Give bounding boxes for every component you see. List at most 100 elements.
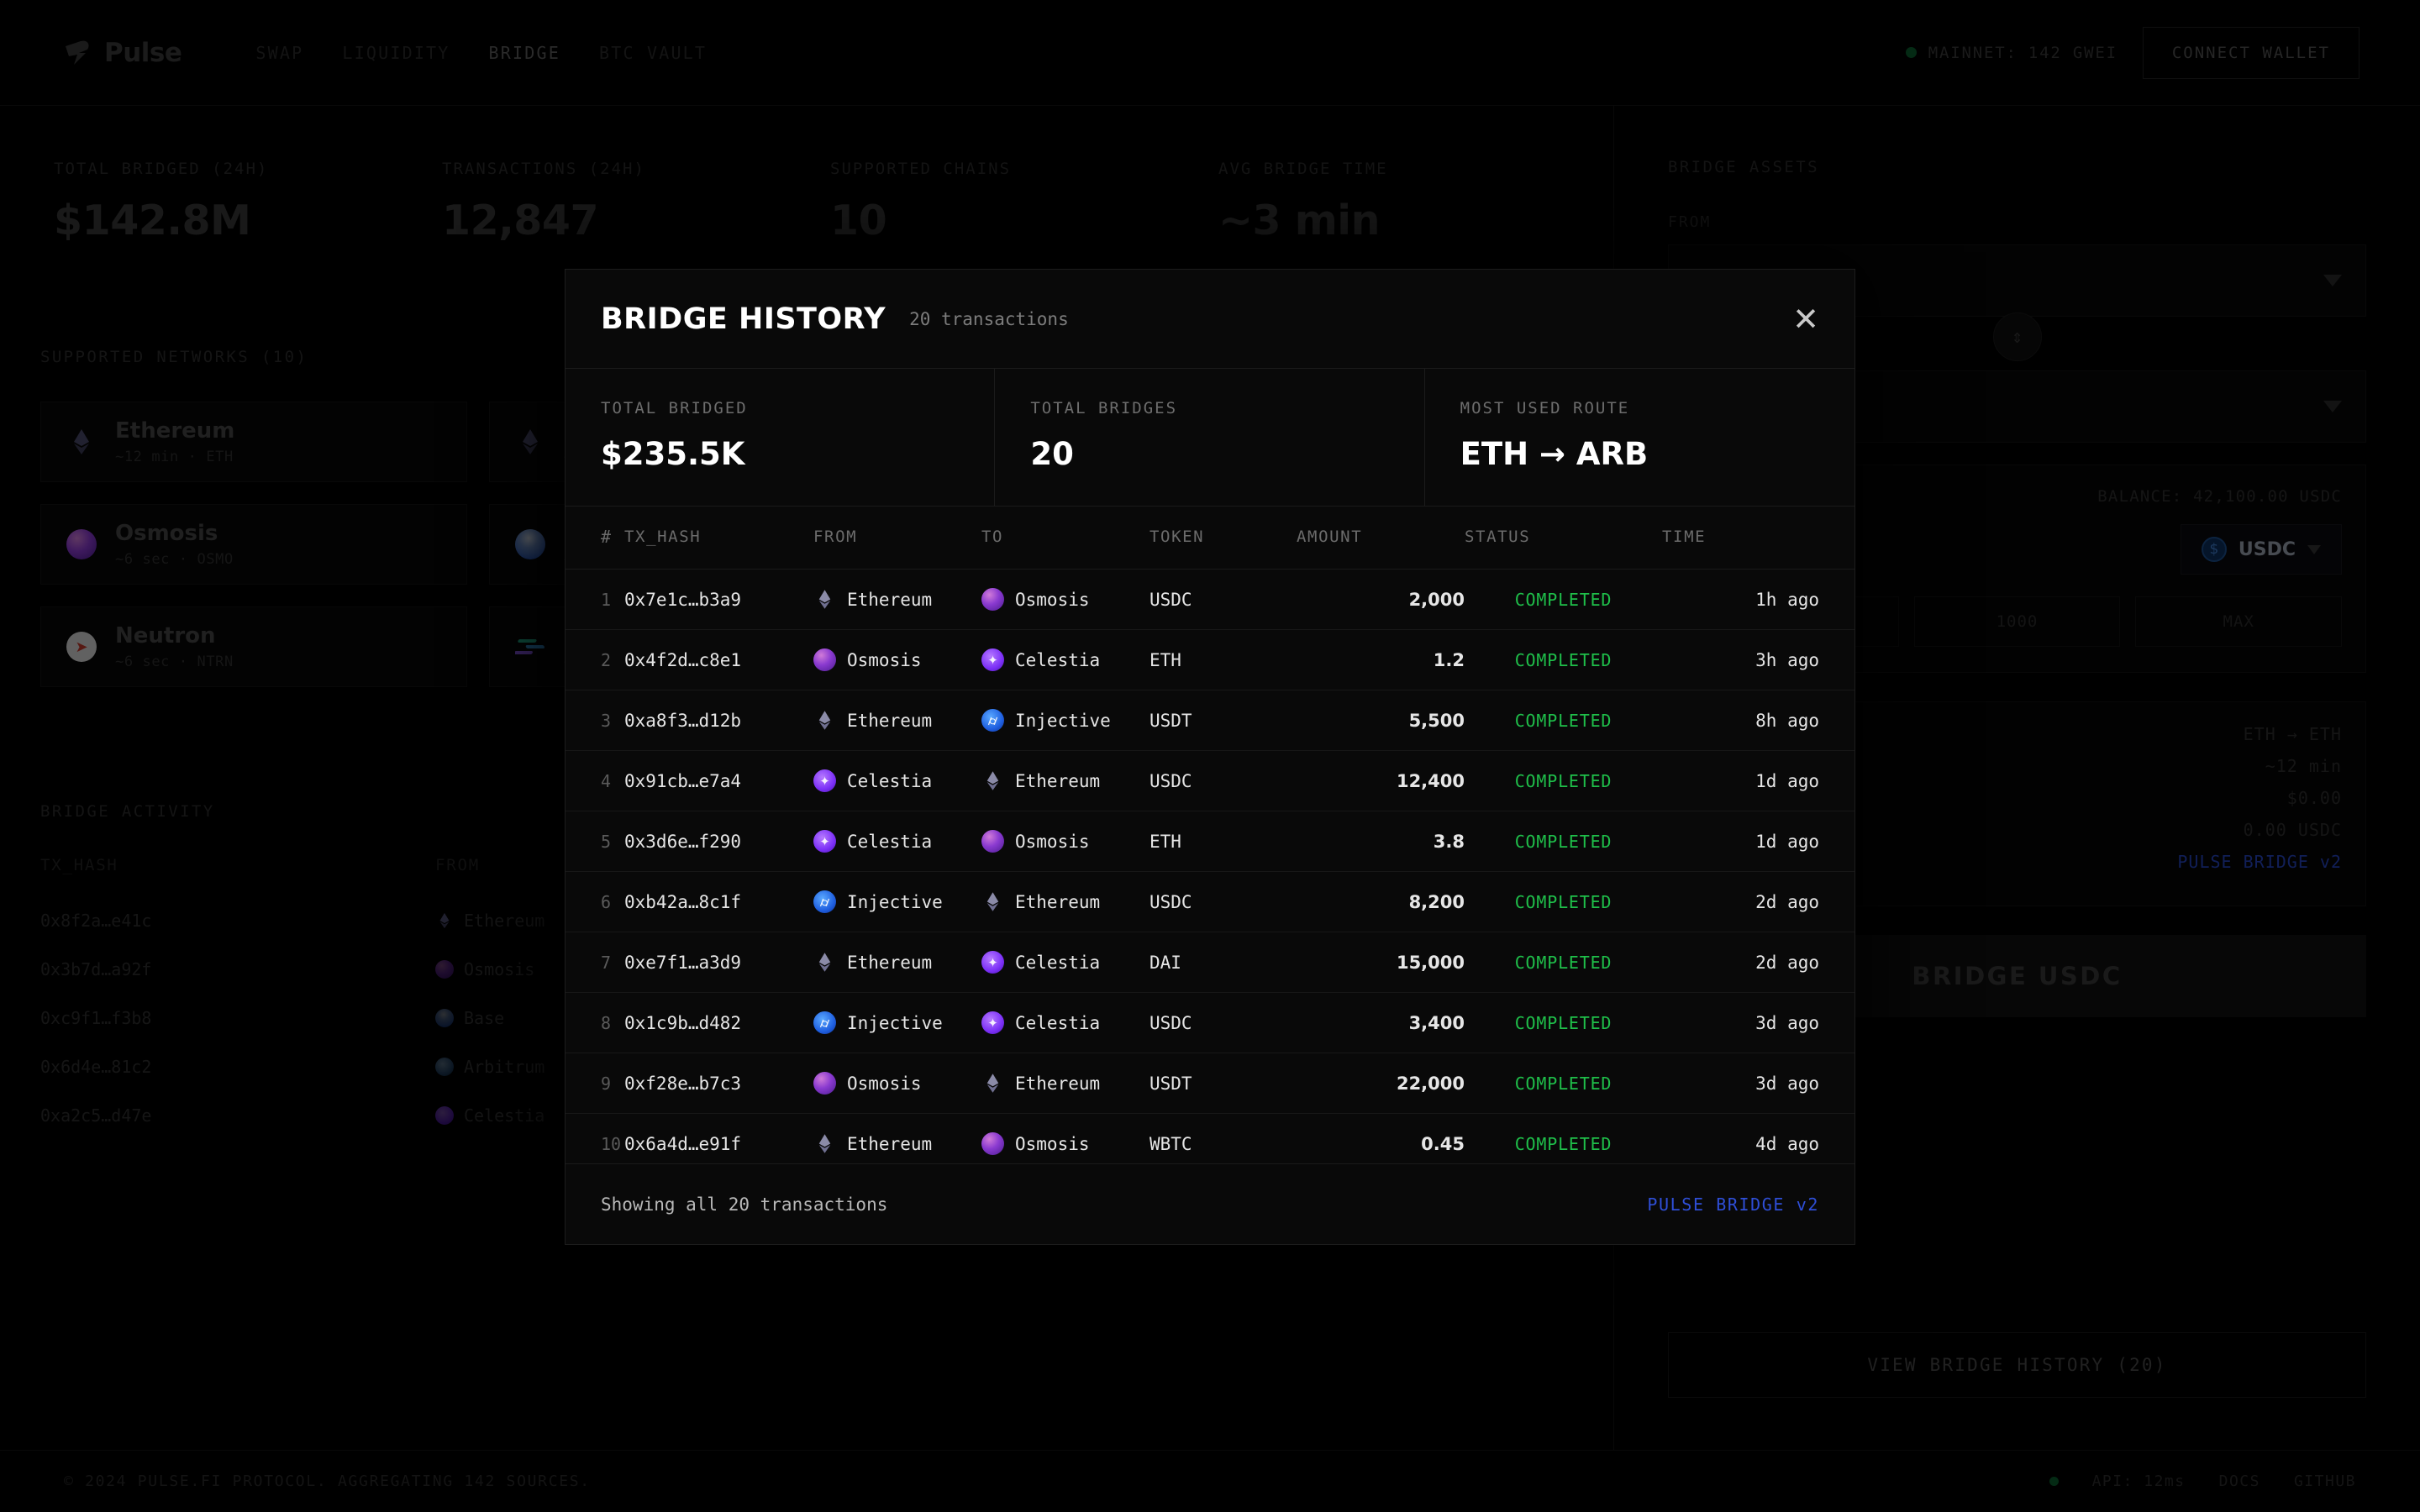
bridge-history-table: # TX_HASH FROM TO TOKEN AMOUNT STATUS TI… [566, 507, 1854, 1163]
ethereum-icon [813, 588, 836, 611]
from-chain-label: Celestia [847, 831, 933, 852]
from-chain: ⌭ Injective [813, 871, 981, 932]
from-chain-label: Injective [847, 1012, 943, 1033]
row-index: 9 [566, 1053, 624, 1114]
table-row[interactable]: 10 0x6a4d…e91f Ethereum Osmosis WBTC 0.45 COMP… [566, 1113, 1854, 1163]
status-badge: COMPLETED [1465, 569, 1662, 630]
table-row[interactable]: 3 0xa8f3…d12b Ethereum ⌭ Injective USDT 5,500 C… [566, 690, 1854, 751]
amount: 8,200 [1297, 871, 1465, 932]
to-chain-label: Osmosis [1015, 589, 1090, 610]
status-text: COMPLETED [1514, 831, 1612, 852]
status-text: COMPLETED [1514, 649, 1612, 670]
modal-table-scroll-area[interactable]: # TX_HASH FROM TO TOKEN AMOUNT STATUS TI… [566, 507, 1854, 1163]
token: USDT [1150, 1053, 1297, 1114]
to-chain-label: Osmosis [1015, 1133, 1090, 1154]
to-chain: Ethereum [981, 1053, 1150, 1114]
close-icon[interactable]: ✕ [1792, 300, 1819, 338]
time-ago: 4d ago [1662, 1113, 1854, 1163]
table-row[interactable]: 1 0x7e1c…b3a9 Ethereum Osmosis USDC 2,000 COMP… [566, 569, 1854, 630]
status-text: COMPLETED [1514, 589, 1612, 610]
to-chain: ⌭ Injective [981, 690, 1150, 751]
modal-footer-link[interactable]: PULSE BRIDGE v2 [1647, 1194, 1819, 1215]
tx-hash[interactable]: 0xa8f3…d12b [624, 690, 813, 751]
time-ago: 1h ago [1662, 569, 1854, 630]
time-ago: 3d ago [1662, 992, 1854, 1053]
token: USDC [1150, 992, 1297, 1053]
from-chain: Ethereum [813, 569, 981, 630]
modal-title: BRIDGE HISTORY [601, 302, 886, 336]
tx-hash[interactable]: 0x4f2d…c8e1 [624, 629, 813, 690]
summary-total-bridges: TOTAL BRIDGES 20 [995, 369, 1425, 506]
tx-hash[interactable]: 0x91cb…e7a4 [624, 750, 813, 811]
status-text: COMPLETED [1514, 1073, 1612, 1094]
osmosis-icon [981, 588, 1004, 611]
token: USDC [1150, 569, 1297, 630]
tx-hash[interactable]: 0x6a4d…e91f [624, 1113, 813, 1163]
token: USDC [1150, 750, 1297, 811]
time-ago: 3h ago [1662, 629, 1854, 690]
from-chain-label: Ethereum [847, 589, 933, 610]
time-ago: 2d ago [1662, 932, 1854, 993]
status-badge: COMPLETED [1465, 690, 1662, 751]
row-index: 8 [566, 992, 624, 1053]
osmosis-icon [813, 648, 836, 671]
from-chain-label: Celestia [847, 770, 933, 791]
summary-label: MOST USED ROUTE [1460, 399, 1630, 417]
injective-icon: ⌭ [813, 890, 836, 913]
table-row[interactable]: 8 0x1c9b…d482 ⌭ Injective ✦ Celestia USDC 3,400… [566, 992, 1854, 1053]
amount: 2,000 [1297, 569, 1465, 630]
to-chain: Osmosis [981, 811, 1150, 872]
to-chain: Osmosis [981, 569, 1150, 630]
from-chain: Ethereum [813, 690, 981, 751]
col-tx-hash: TX_HASH [624, 528, 702, 546]
row-index: 6 [566, 871, 624, 932]
tx-hash[interactable]: 0x1c9b…d482 [624, 992, 813, 1053]
col-index: # [601, 527, 613, 547]
tx-hash[interactable]: 0x3d6e…f290 [624, 811, 813, 872]
modal-footer: Showing all 20 transactions PULSE BRIDGE… [566, 1163, 1854, 1244]
from-chain: Osmosis [813, 629, 981, 690]
summary-total-bridged: TOTAL BRIDGED $235.5K [566, 369, 996, 506]
tx-hash[interactable]: 0xe7f1…a3d9 [624, 932, 813, 993]
ethereum-icon [981, 769, 1004, 792]
table-row[interactable]: 7 0xe7f1…a3d9 Ethereum ✦ Celestia DAI 15,000 CO… [566, 932, 1854, 993]
tx-hash[interactable]: 0xf28e…b7c3 [624, 1053, 813, 1114]
col-status: STATUS [1465, 528, 1531, 546]
to-chain: ✦ Celestia [981, 629, 1150, 690]
amount: 5,500 [1297, 690, 1465, 751]
amount: 1.2 [1297, 629, 1465, 690]
table-row[interactable]: 6 0xb42a…8c1f ⌭ Injective Ethereum USDC 8,200 C… [566, 871, 1854, 932]
from-chain-label: Ethereum [847, 952, 933, 973]
amount: 3.8 [1297, 811, 1465, 872]
amount: 0.45 [1297, 1113, 1465, 1163]
amount: 22,000 [1297, 1053, 1465, 1114]
row-index: 3 [566, 690, 624, 751]
row-index: 5 [566, 811, 624, 872]
time-ago: 2d ago [1662, 871, 1854, 932]
table-row[interactable]: 2 0x4f2d…c8e1 Osmosis ✦ Celestia ETH 1.2 COMPLE… [566, 629, 1854, 690]
row-index: 10 [566, 1113, 624, 1163]
status-badge: COMPLETED [1465, 750, 1662, 811]
summary-value: 20 [1030, 436, 1074, 472]
to-chain-label: Celestia [1015, 1012, 1101, 1033]
token: WBTC [1150, 1113, 1297, 1163]
to-chain: ✦ Celestia [981, 992, 1150, 1053]
token: USDT [1150, 690, 1297, 751]
col-from: FROM [813, 528, 858, 546]
col-amount: AMOUNT [1297, 528, 1363, 546]
row-index: 1 [566, 569, 624, 630]
status-text: COMPLETED [1514, 770, 1612, 791]
status-badge: COMPLETED [1465, 811, 1662, 872]
osmosis-icon [981, 830, 1004, 853]
tx-hash[interactable]: 0xb42a…8c1f [624, 871, 813, 932]
col-token: TOKEN [1150, 528, 1205, 546]
from-chain: ✦ Celestia [813, 811, 981, 872]
tx-hash[interactable]: 0x7e1c…b3a9 [624, 569, 813, 630]
osmosis-icon [813, 1072, 836, 1095]
table-row[interactable]: 5 0x3d6e…f290 ✦ Celestia Osmosis ETH 3.8 COMPLE… [566, 811, 1854, 872]
table-row[interactable]: 9 0xf28e…b7c3 Osmosis Ethereum USDT 22,000 COM… [566, 1053, 1854, 1114]
amount: 12,400 [1297, 750, 1465, 811]
amount: 15,000 [1297, 932, 1465, 993]
modal-footer-count: Showing all 20 transactions [601, 1194, 888, 1215]
table-row[interactable]: 4 0x91cb…e7a4 ✦ Celestia Ethereum USDC 12,400 C… [566, 750, 1854, 811]
